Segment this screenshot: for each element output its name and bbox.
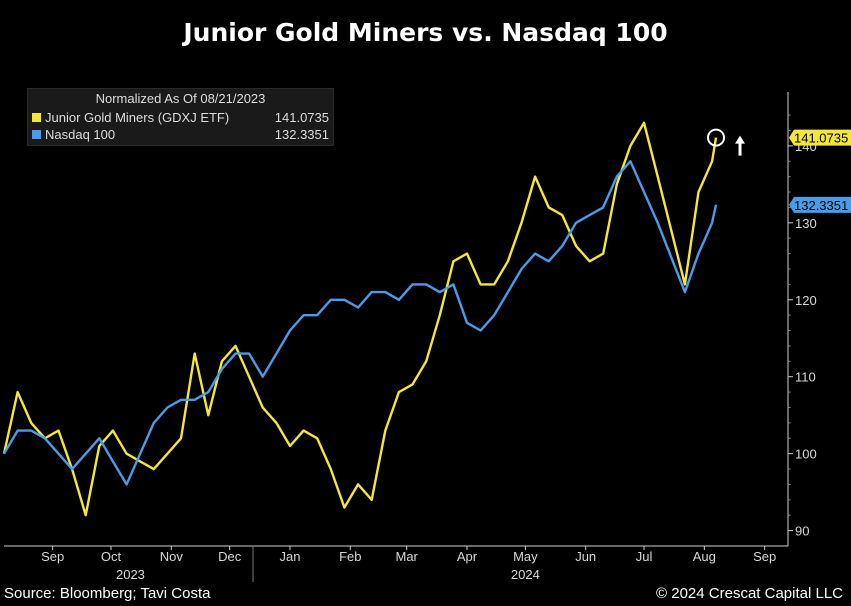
year-label: 2023 xyxy=(116,567,145,582)
annotations: 141.0735 132.3351 xyxy=(707,128,851,213)
copyright-note: © 2024 Crescat Capital LLC xyxy=(656,585,843,602)
legend-value-ndx: 132.3351 xyxy=(274,127,329,142)
x-tick-label: Sep xyxy=(41,549,64,564)
gdxj-last-value-tag: 141.0735 xyxy=(789,129,851,146)
x-tick-label: Nov xyxy=(160,549,184,564)
y-tick-label: 130 xyxy=(795,216,817,231)
legend-item: Junior Gold Miners (GDXJ ETF) 141.0735 xyxy=(28,109,333,126)
series-lines xyxy=(2,121,718,517)
legend-swatch-ndx xyxy=(32,130,41,139)
legend-header: Normalized As Of 08/21/2023 xyxy=(95,91,266,106)
value-tag-text: 141.0735 xyxy=(794,131,848,146)
gdxj-line xyxy=(2,121,718,517)
x-tick-label: Mar xyxy=(396,549,419,564)
x-tick-label: May xyxy=(513,549,538,564)
legend: Normalized As Of 08/21/2023 Junior Gold … xyxy=(27,88,334,146)
y-tick-label: 90 xyxy=(795,524,809,539)
x-tick-label: Feb xyxy=(339,549,361,564)
legend-item: Nasdaq 100 132.3351 xyxy=(28,126,333,143)
x-tick-label: Jun xyxy=(575,549,596,564)
y-tick-label: 110 xyxy=(795,370,816,385)
value-tag-bg xyxy=(789,129,851,146)
x-tick-label: Sep xyxy=(753,549,776,564)
source-note: Source: Bloomberg; Tavi Costa xyxy=(4,585,211,602)
y-tick-label: 120 xyxy=(795,293,817,308)
legend-label-gdxj: Junior Gold Miners (GDXJ ETF) xyxy=(45,110,230,125)
ndx-last-value-tag: 132.3351 xyxy=(789,196,851,213)
value-tag-bg xyxy=(789,196,851,213)
x-tick-label: Jan xyxy=(279,549,300,564)
year-label: 2024 xyxy=(511,567,540,582)
legend-swatch-gdxj xyxy=(32,113,41,122)
up-arrow-head xyxy=(735,135,746,144)
x-tick-label: Aug xyxy=(693,549,716,564)
value-tag-text: 132.3351 xyxy=(794,198,848,213)
y-tick-label: 100 xyxy=(795,447,817,462)
legend-label-ndx: Nasdaq 100 xyxy=(45,127,116,142)
latest-point-circle xyxy=(707,128,726,147)
x-tick-label: Oct xyxy=(101,549,122,564)
ndx-line xyxy=(2,160,718,486)
chart-title: Junior Gold Miners vs. Nasdaq 100 xyxy=(183,18,668,47)
x-tick-label: Jul xyxy=(636,549,653,564)
legend-value-gdxj: 141.0735 xyxy=(274,110,329,125)
x-tick-label: Apr xyxy=(457,549,478,564)
x-tick-label: Dec xyxy=(218,549,242,564)
